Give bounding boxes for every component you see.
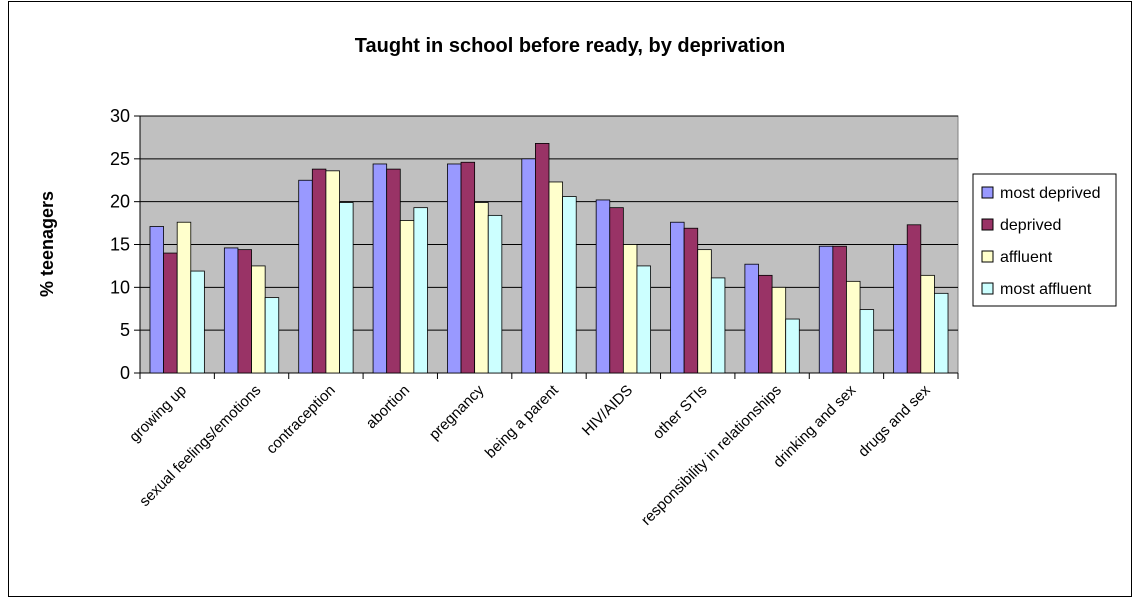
x-category-label: pregnancy [426,381,488,443]
bar [636,265,651,374]
bar [622,244,638,374]
legend-swatch [981,218,994,231]
x-category-label: HIV/AIDS [579,382,636,439]
y-tick-label: 25 [110,149,130,169]
bar [893,244,908,374]
x-category-label: contraception [263,382,339,458]
bar [237,249,252,374]
bar [595,199,611,374]
bar [906,224,922,374]
bar [832,245,847,374]
bar [934,292,949,374]
bar [298,179,313,374]
x-category-label: drugs and sex [855,381,934,460]
bar [163,252,178,374]
y-tick-label: 5 [120,320,130,340]
y-tick-label: 30 [110,106,130,126]
legend-swatch [981,186,994,199]
bar [744,263,759,374]
x-category-label: other STIs [650,382,711,443]
y-axis-label: % teenagers [37,191,57,297]
bar [413,207,428,374]
legend-label: most affluent [1000,281,1092,298]
bar [697,249,712,374]
x-category-label: responsibility in relationships [638,382,785,529]
bar [223,247,239,374]
bar [548,181,564,374]
bar [562,196,577,374]
bar [149,226,164,374]
bar [521,158,536,374]
bar [818,245,834,374]
legend-box [972,173,1117,307]
bar [325,170,340,374]
legend-label: deprived [1000,217,1061,234]
bar [771,286,787,374]
bar [609,207,624,374]
x-category-label: sexual feelings/emotions [136,382,264,510]
legend-swatch [981,250,994,263]
bar [535,143,550,374]
bar [251,265,266,374]
y-tick-label: 20 [110,192,130,212]
bar [386,168,401,374]
bar [487,214,503,374]
bar [372,163,388,374]
bar [460,161,476,374]
x-category-label: growing up [126,382,190,446]
x-category-label: abortion [363,382,413,432]
bar [758,274,773,374]
y-tick-label: 10 [110,277,130,297]
bar [683,227,699,374]
y-tick-label: 15 [110,235,130,255]
bar [846,280,861,374]
bar [785,318,800,374]
y-tick-label: 0 [120,363,130,383]
bar [176,221,192,374]
bar [399,220,415,374]
bar [710,277,726,374]
legend-label: most deprived [1000,185,1101,202]
bar [311,168,327,374]
legend: most deprived deprived affluent most afflue… [972,173,1117,307]
bar [447,163,462,374]
x-category-label: being a parent [482,381,562,461]
legend-label: affluent [1000,249,1053,266]
legend-swatch [981,282,994,295]
bar [264,297,280,374]
bar [339,202,354,374]
bar [920,274,935,374]
bar [474,202,489,374]
chart-title: Taught in school before ready, by depriv… [355,35,785,57]
bar [859,309,875,374]
bar [670,221,685,374]
bar [190,270,205,374]
